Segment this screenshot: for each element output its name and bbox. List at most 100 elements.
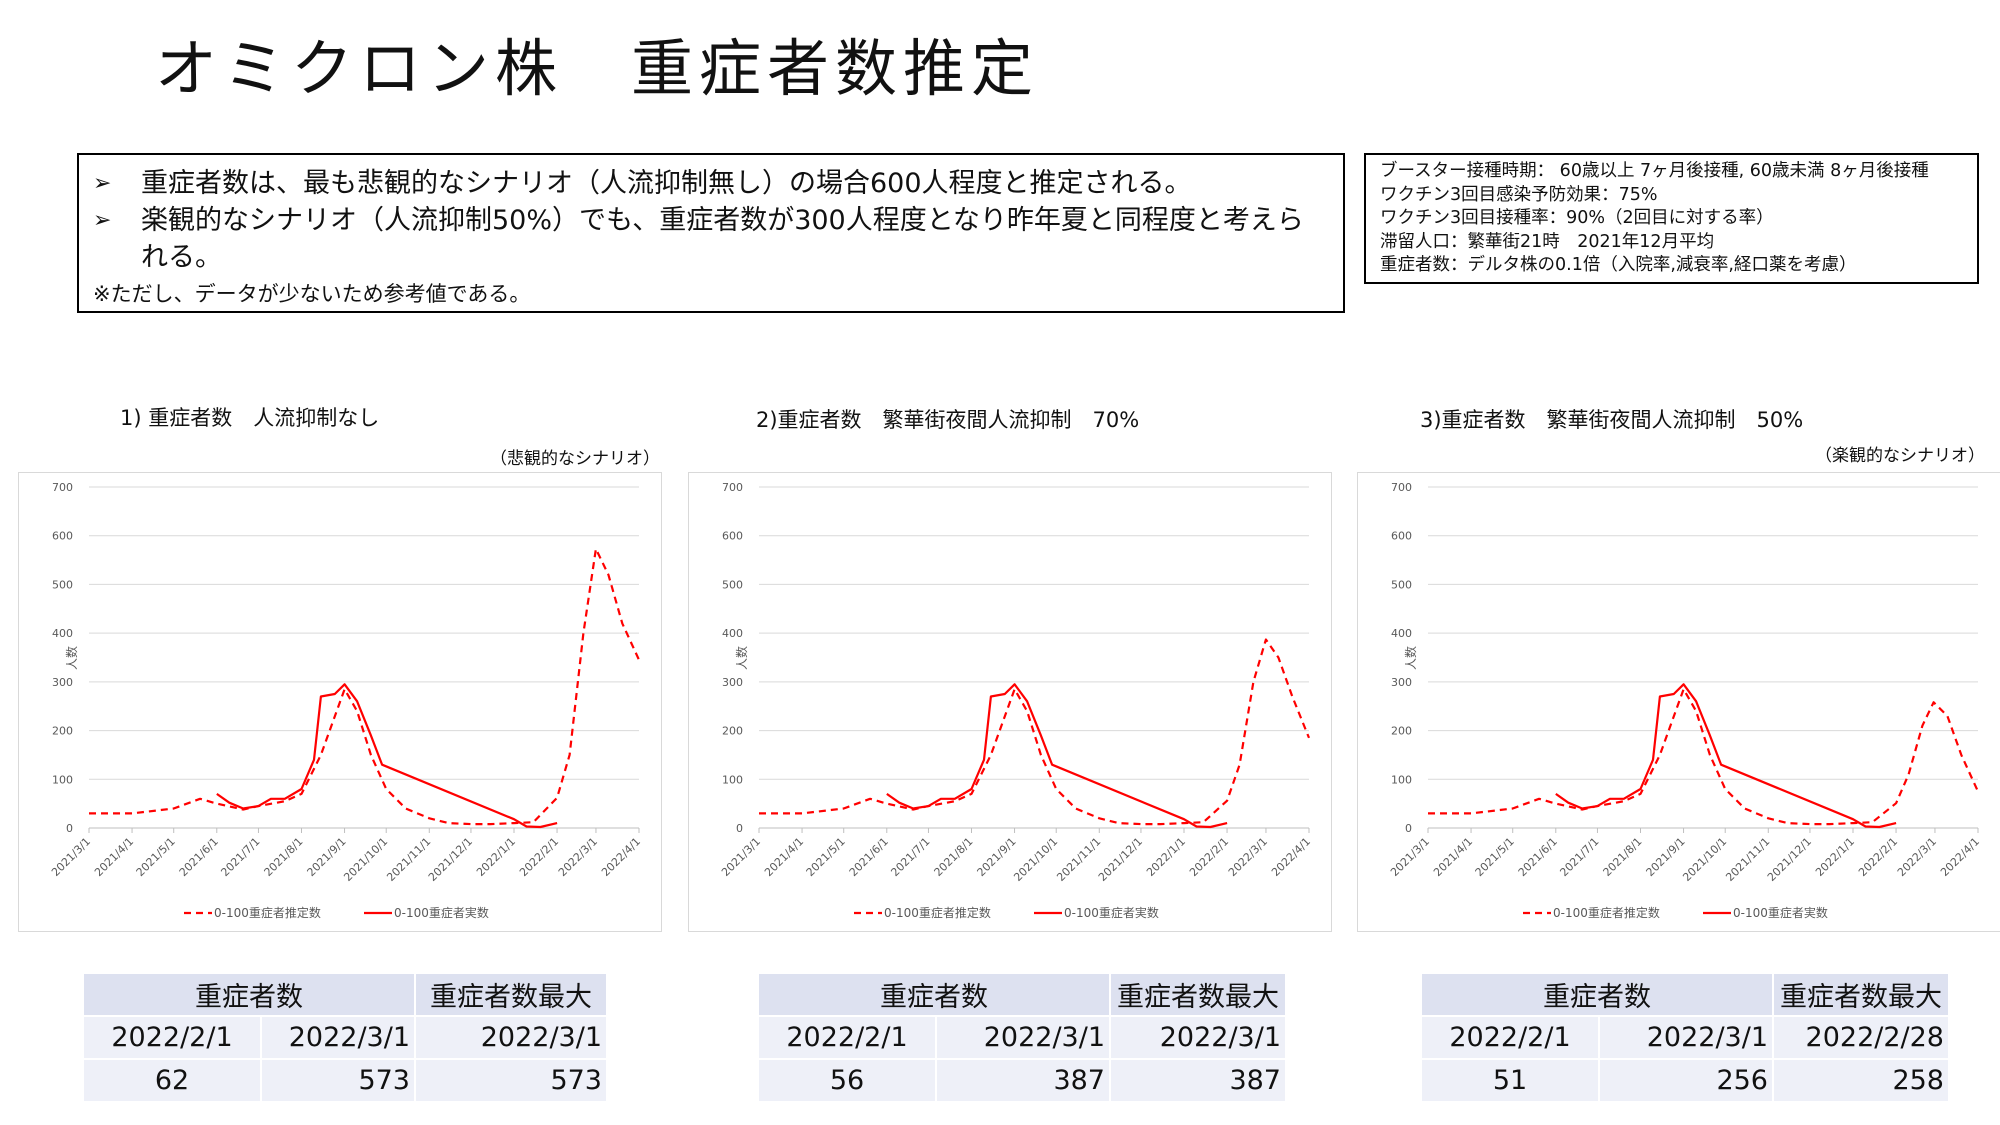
x-tick-label: 2021/3/1 xyxy=(1388,835,1432,879)
table-cell: 2022/3/1 xyxy=(1598,1015,1774,1060)
x-tick-label: 2021/6/1 xyxy=(1516,835,1560,879)
x-tick-label: 2021/11/1 xyxy=(1054,835,1103,884)
estimated-series-line xyxy=(759,638,1311,826)
table-cell: 573 xyxy=(414,1058,608,1103)
y-tick-label: 0 xyxy=(1405,822,1412,835)
y-tick-label: 700 xyxy=(52,481,73,494)
table-cell: 258 xyxy=(1772,1058,1950,1103)
chart-2-title: 2)重症者数 繁華街夜間人流抑制 70% xyxy=(756,408,1140,432)
parameters-box: ブースター接種時期： 60歳以上 7ヶ月後接種, 60歳未満 8ヶ月後接種 ワク… xyxy=(1364,153,1979,284)
x-tick-label: 2021/10/1 xyxy=(1680,835,1729,884)
legend-label: 0-100重症者推定数 xyxy=(1553,905,1660,920)
table-header: 重症者数 xyxy=(1420,972,1774,1017)
x-tick-label: 2021/6/1 xyxy=(177,835,221,879)
y-tick-label: 300 xyxy=(722,676,743,689)
table-cell: 387 xyxy=(935,1058,1111,1103)
table-cell: 2022/3/1 xyxy=(260,1015,416,1060)
arrow-bullet-icon: ➢ xyxy=(93,171,112,196)
y-tick-label: 200 xyxy=(722,725,743,738)
x-tick-label: 2021/4/1 xyxy=(1431,835,1475,879)
chart-3-scenario: （楽観的なシナリオ） xyxy=(1815,446,1985,466)
table-header: 重症者数 xyxy=(82,972,416,1017)
x-tick-label: 2021/9/1 xyxy=(305,835,349,879)
table-cell: 2022/2/1 xyxy=(1420,1015,1600,1060)
x-tick-label: 2021/9/1 xyxy=(975,835,1019,879)
y-tick-label: 0 xyxy=(66,822,73,835)
x-tick-label: 2022/1/1 xyxy=(1813,835,1857,879)
chart-3: 0 100 200 300 400 500 600 700 2021/3/1 2021/4/1 20… xyxy=(1357,472,2000,932)
x-tick-label: 2022/4/1 xyxy=(1938,835,1982,879)
y-tick-label: 700 xyxy=(1391,481,1412,494)
table-row: 2022/2/1 2022/3/1 2022/3/1 xyxy=(757,1015,1287,1060)
y-axis-label: 人数 xyxy=(734,646,749,670)
y-tick-label: 700 xyxy=(722,481,743,494)
chart-1-scenario: （悲観的なシナリオ） xyxy=(490,449,660,469)
y-tick-label: 0 xyxy=(736,822,743,835)
y-axis-label: 人数 xyxy=(64,646,79,670)
table-cell: 56 xyxy=(757,1058,937,1103)
y-tick-label: 100 xyxy=(52,773,73,786)
y-tick-label: 500 xyxy=(52,578,73,591)
x-tick-label: 2022/3/1 xyxy=(556,835,600,879)
x-tick-label: 2022/4/1 xyxy=(1269,835,1313,879)
table-row: 重症者数 重症者数最大 xyxy=(82,972,608,1017)
x-tick-label: 2021/7/1 xyxy=(1557,835,1601,879)
x-tick-label: 2021/11/1 xyxy=(384,835,433,884)
x-tick-label: 2021/5/1 xyxy=(1473,835,1517,879)
x-tick-label: 2021/6/1 xyxy=(847,835,891,879)
x-tick-label: 2021/3/1 xyxy=(719,835,763,879)
y-tick-label: 600 xyxy=(722,530,743,543)
x-tick-label: 2021/8/1 xyxy=(931,835,975,879)
chart-1-title: 1) 重症者数 人流抑制なし xyxy=(120,406,380,430)
legend-label: 0-100重症者実数 xyxy=(394,905,489,920)
chart-2-svg: 01002003004005006007002021/3/12021/4/120… xyxy=(719,481,1313,920)
y-tick-label: 500 xyxy=(722,578,743,591)
table-cell: 2022/3/1 xyxy=(1109,1015,1287,1060)
parameter-line: ブースター接種時期： 60歳以上 7ヶ月後接種, 60歳未満 8ヶ月後接種 xyxy=(1380,161,1929,181)
summary-table-2: 重症者数 重症者数最大 2022/2/1 2022/3/1 2022/3/1 5… xyxy=(757,972,1287,1103)
table-header: 重症者数 xyxy=(757,972,1111,1017)
x-tick-label: 2021/9/1 xyxy=(1644,835,1688,879)
x-tick-label: 2022/1/1 xyxy=(1144,835,1188,879)
summary-bullet-text: 楽観的なシナリオ（人流抑制50%）でも、重症者数が300人程度となり昨年夏と同程… xyxy=(141,205,1304,273)
x-tick-label: 2021/7/1 xyxy=(888,835,932,879)
x-tick-label: 2021/10/1 xyxy=(341,835,390,884)
summary-table-1: 重症者数 重症者数最大 2022/2/1 2022/3/1 2022/3/1 6… xyxy=(82,972,608,1103)
y-tick-label: 500 xyxy=(1391,578,1412,591)
table-row: 重症者数 重症者数最大 xyxy=(1420,972,1950,1017)
x-tick-label: 2021/5/1 xyxy=(134,835,178,879)
table-row: 62 573 573 xyxy=(82,1058,608,1103)
table-header: 重症者数最大 xyxy=(414,972,608,1017)
estimated-series-line xyxy=(1428,688,1980,826)
table-cell: 2022/2/1 xyxy=(757,1015,937,1060)
y-tick-label: 400 xyxy=(52,627,73,640)
table-cell: 256 xyxy=(1598,1058,1774,1103)
x-tick-label: 2021/7/1 xyxy=(218,835,262,879)
actual-series-line xyxy=(1555,683,1897,829)
summary-bullet-text: 重症者数は、最も悲観的なシナリオ（人流抑制無し）の場合600人程度と推定される。 xyxy=(141,168,1192,199)
table-cell: 2022/3/1 xyxy=(414,1015,608,1060)
table-row: 51 256 258 xyxy=(1420,1058,1950,1103)
x-tick-label: 2022/4/1 xyxy=(599,835,643,879)
table-cell: 2022/2/28 xyxy=(1772,1015,1950,1060)
legend-label: 0-100重症者推定数 xyxy=(214,905,321,920)
table-row: 56 387 387 xyxy=(757,1058,1287,1103)
summary-table-3: 重症者数 重症者数最大 2022/2/1 2022/3/1 2022/2/28 … xyxy=(1420,972,1950,1103)
x-tick-label: 2021/12/1 xyxy=(1096,835,1145,884)
y-tick-label: 200 xyxy=(1391,725,1412,738)
y-tick-label: 100 xyxy=(722,773,743,786)
x-tick-label: 2021/12/1 xyxy=(426,835,475,884)
table-row: 2022/2/1 2022/3/1 2022/3/1 xyxy=(82,1015,608,1060)
legend-label: 0-100重症者実数 xyxy=(1064,905,1159,920)
x-tick-label: 2021/3/1 xyxy=(49,835,93,879)
x-tick-label: 2021/5/1 xyxy=(804,835,848,879)
x-tick-label: 2021/10/1 xyxy=(1011,835,1060,884)
chart-1-svg: 01002003004005006007002021/3/12021/4/120… xyxy=(49,481,643,920)
table-row: 2022/2/1 2022/3/1 2022/2/28 xyxy=(1420,1015,1950,1060)
actual-series-line xyxy=(886,683,1228,829)
table-cell: 2022/2/1 xyxy=(82,1015,262,1060)
x-tick-label: 2022/2/1 xyxy=(1187,835,1231,879)
x-tick-label: 2021/11/1 xyxy=(1723,835,1772,884)
x-tick-label: 2021/4/1 xyxy=(92,835,136,879)
y-tick-label: 100 xyxy=(1391,773,1412,786)
